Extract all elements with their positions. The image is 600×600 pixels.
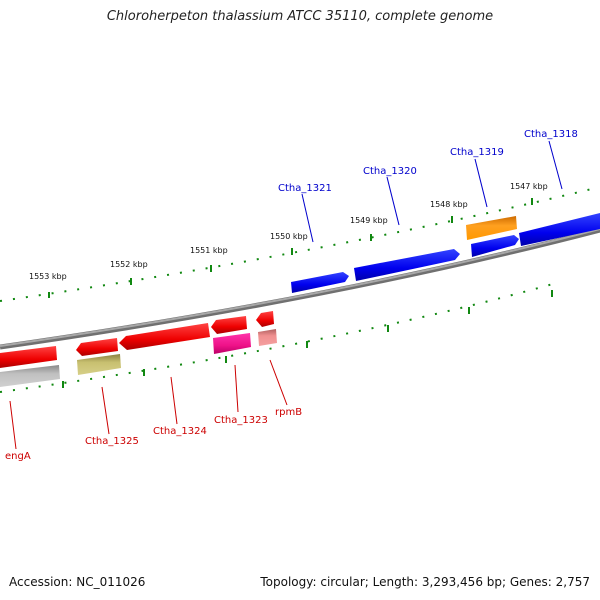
gene-ctha-1320[interactable] bbox=[354, 249, 460, 281]
gene-pink[interactable] bbox=[213, 333, 251, 354]
gene-label-ctha-1324: Ctha_1324 bbox=[153, 426, 207, 437]
accession-label: Accession: NC_011026 bbox=[9, 575, 146, 589]
reverse-major-ticks bbox=[62, 290, 553, 388]
gene-label-rpmb: rpmB bbox=[275, 407, 302, 418]
topology-label: Topology: circular; Length: 3,293,456 bp… bbox=[260, 575, 590, 589]
reverse-label-leaders bbox=[9, 359, 288, 450]
gene-ctha-1325[interactable] bbox=[76, 338, 118, 356]
kbp-label: 1553 kbp bbox=[29, 272, 67, 281]
kbp-label: 1547 kbp bbox=[510, 182, 548, 191]
gene-label-ctha-1323: Ctha_1323 bbox=[214, 415, 268, 426]
kbp-label: 1548 kbp bbox=[430, 200, 468, 209]
kbp-label: 1549 kbp bbox=[350, 216, 388, 225]
kbp-label: 1551 kbp bbox=[190, 246, 228, 255]
gene-label-enga: engA bbox=[5, 451, 31, 462]
gene-ctha-1324[interactable] bbox=[119, 323, 210, 350]
gene-ctha-1318[interactable] bbox=[519, 213, 600, 246]
gene-ctha-1319[interactable] bbox=[471, 235, 519, 257]
gene-enga[interactable] bbox=[0, 346, 57, 368]
gene-grey[interactable] bbox=[0, 365, 60, 387]
gene-salmon[interactable] bbox=[258, 329, 277, 346]
reverse-genes bbox=[0, 311, 277, 387]
forward-genes bbox=[291, 213, 600, 293]
genome-backbone-highlight bbox=[0, 228, 600, 347]
forward-label-leaders bbox=[301, 140, 563, 243]
gene-rpmb[interactable] bbox=[256, 311, 274, 327]
kbp-label: 1550 kbp bbox=[270, 232, 308, 241]
map-title: Chloroherpeton thalassium ATCC 35110, co… bbox=[106, 9, 494, 24]
forward-major-ticks bbox=[48, 198, 533, 298]
gene-label-ctha-1319: Ctha_1319 bbox=[450, 147, 504, 158]
gene-label-ctha-1320: Ctha_1320 bbox=[363, 166, 417, 177]
gene-ctha-1321[interactable] bbox=[291, 272, 349, 293]
gene-label-ctha-1321: Ctha_1321 bbox=[278, 183, 332, 194]
gene-label-ctha-1318: Ctha_1318 bbox=[524, 129, 578, 140]
kbp-label: 1552 kbp bbox=[110, 260, 148, 269]
gene-label-ctha-1325: Ctha_1325 bbox=[85, 436, 139, 447]
gene-olive[interactable] bbox=[77, 354, 121, 375]
gene-ctha-1323[interactable] bbox=[211, 316, 247, 334]
gene-orange[interactable] bbox=[466, 216, 517, 240]
